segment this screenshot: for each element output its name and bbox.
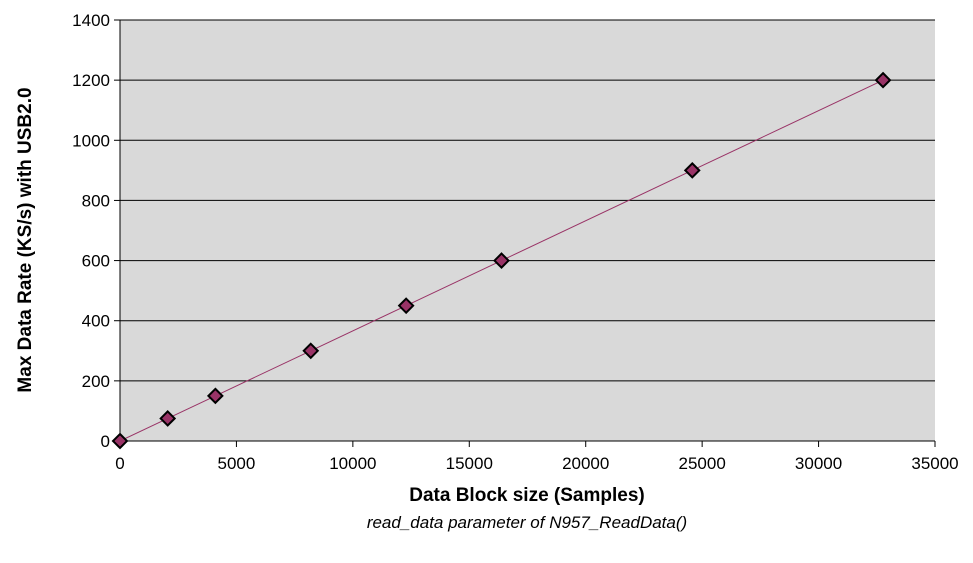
series-line <box>119 79 884 442</box>
data-point-marker <box>206 387 224 405</box>
x-tick-label: 30000 <box>795 454 842 473</box>
y-tick-label: 600 <box>82 252 110 271</box>
y-ticks: 0 200 400 600 800 1000 1200 1400 <box>72 11 120 451</box>
data-point-marker <box>683 161 701 179</box>
y-tick-label: 400 <box>82 312 110 331</box>
x-tick-label: 10000 <box>329 454 376 473</box>
x-tick-label: 0 <box>115 454 124 473</box>
y-tick-label: 1400 <box>72 11 110 30</box>
gridlines <box>120 19 935 382</box>
x-tick-label: 35000 <box>911 454 958 473</box>
y-axis-title: Max Data Rate (KS/s) with USB2.0 <box>15 87 36 392</box>
x-axis-title: Data Block size (Samples) <box>409 485 644 506</box>
x-tick-label: 15000 <box>446 454 493 473</box>
x-tick-label: 25000 <box>679 454 726 473</box>
y-tick-label: 0 <box>101 432 110 451</box>
axes <box>119 20 935 442</box>
data-point-marker <box>111 432 129 450</box>
x-axis-subtitle: read_data parameter of N957_ReadData() <box>367 513 687 532</box>
x-tick-label: 20000 <box>562 454 609 473</box>
y-tick-label: 1200 <box>72 71 110 90</box>
y-tick-label: 1000 <box>72 131 110 150</box>
y-tick-label: 200 <box>82 372 110 391</box>
x-tick-label: 5000 <box>218 454 256 473</box>
data-point-marker <box>874 71 892 89</box>
marker-layer <box>111 71 892 450</box>
data-point-marker <box>493 252 510 269</box>
series-layer <box>119 79 884 442</box>
data-point-marker <box>302 342 320 360</box>
data-point-marker <box>397 297 415 315</box>
y-tick-label: 800 <box>82 191 110 210</box>
x-ticks: 0 5000 10000 15000 20000 25000 30000 35000 <box>115 441 959 473</box>
data-point-marker <box>159 410 177 427</box>
plot-area <box>120 20 935 441</box>
